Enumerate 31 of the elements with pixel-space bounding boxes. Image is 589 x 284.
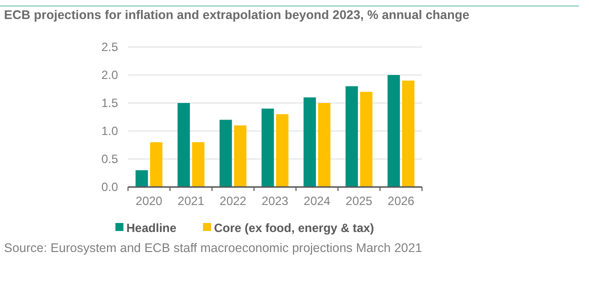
- bar: [346, 86, 358, 187]
- y-tick-label: 1.0: [101, 124, 118, 138]
- bar: [388, 75, 400, 187]
- bar: [178, 103, 190, 187]
- x-tick-label: 2026: [388, 194, 415, 208]
- bar: [318, 103, 330, 187]
- x-tick-label: 2024: [304, 194, 331, 208]
- bar: [402, 80, 414, 187]
- bar: [304, 97, 316, 187]
- x-tick-label: 2020: [136, 194, 163, 208]
- y-tick-label: 1.5: [101, 96, 118, 110]
- y-tick-label: 0.5: [101, 152, 118, 166]
- bar: [234, 125, 246, 187]
- y-tick-label: 2.5: [101, 40, 118, 54]
- legend-label: Core (ex food, energy & tax): [214, 221, 374, 236]
- legend-label: Headline: [126, 221, 177, 236]
- bar: [262, 108, 274, 187]
- x-tick-label: 2022: [220, 194, 247, 208]
- x-tick-label: 2023: [262, 194, 289, 208]
- bar: [360, 92, 372, 187]
- source-note: Source: Eurosystem and ECB staff macroeconomic projections March 2021: [4, 241, 422, 255]
- chart-title: ECB projections for inflation and extrapolation beyond 2023, % annual change: [4, 8, 470, 22]
- bar: [192, 142, 204, 187]
- x-tick-label: 2025: [346, 194, 373, 208]
- bar: [136, 170, 148, 187]
- x-tick-label: 2021: [178, 194, 205, 208]
- bar: [276, 114, 288, 187]
- y-tick-label: 2.0: [101, 68, 118, 82]
- bar: [220, 120, 232, 187]
- y-tick-label: 0.0: [101, 180, 118, 194]
- bar: [150, 142, 162, 187]
